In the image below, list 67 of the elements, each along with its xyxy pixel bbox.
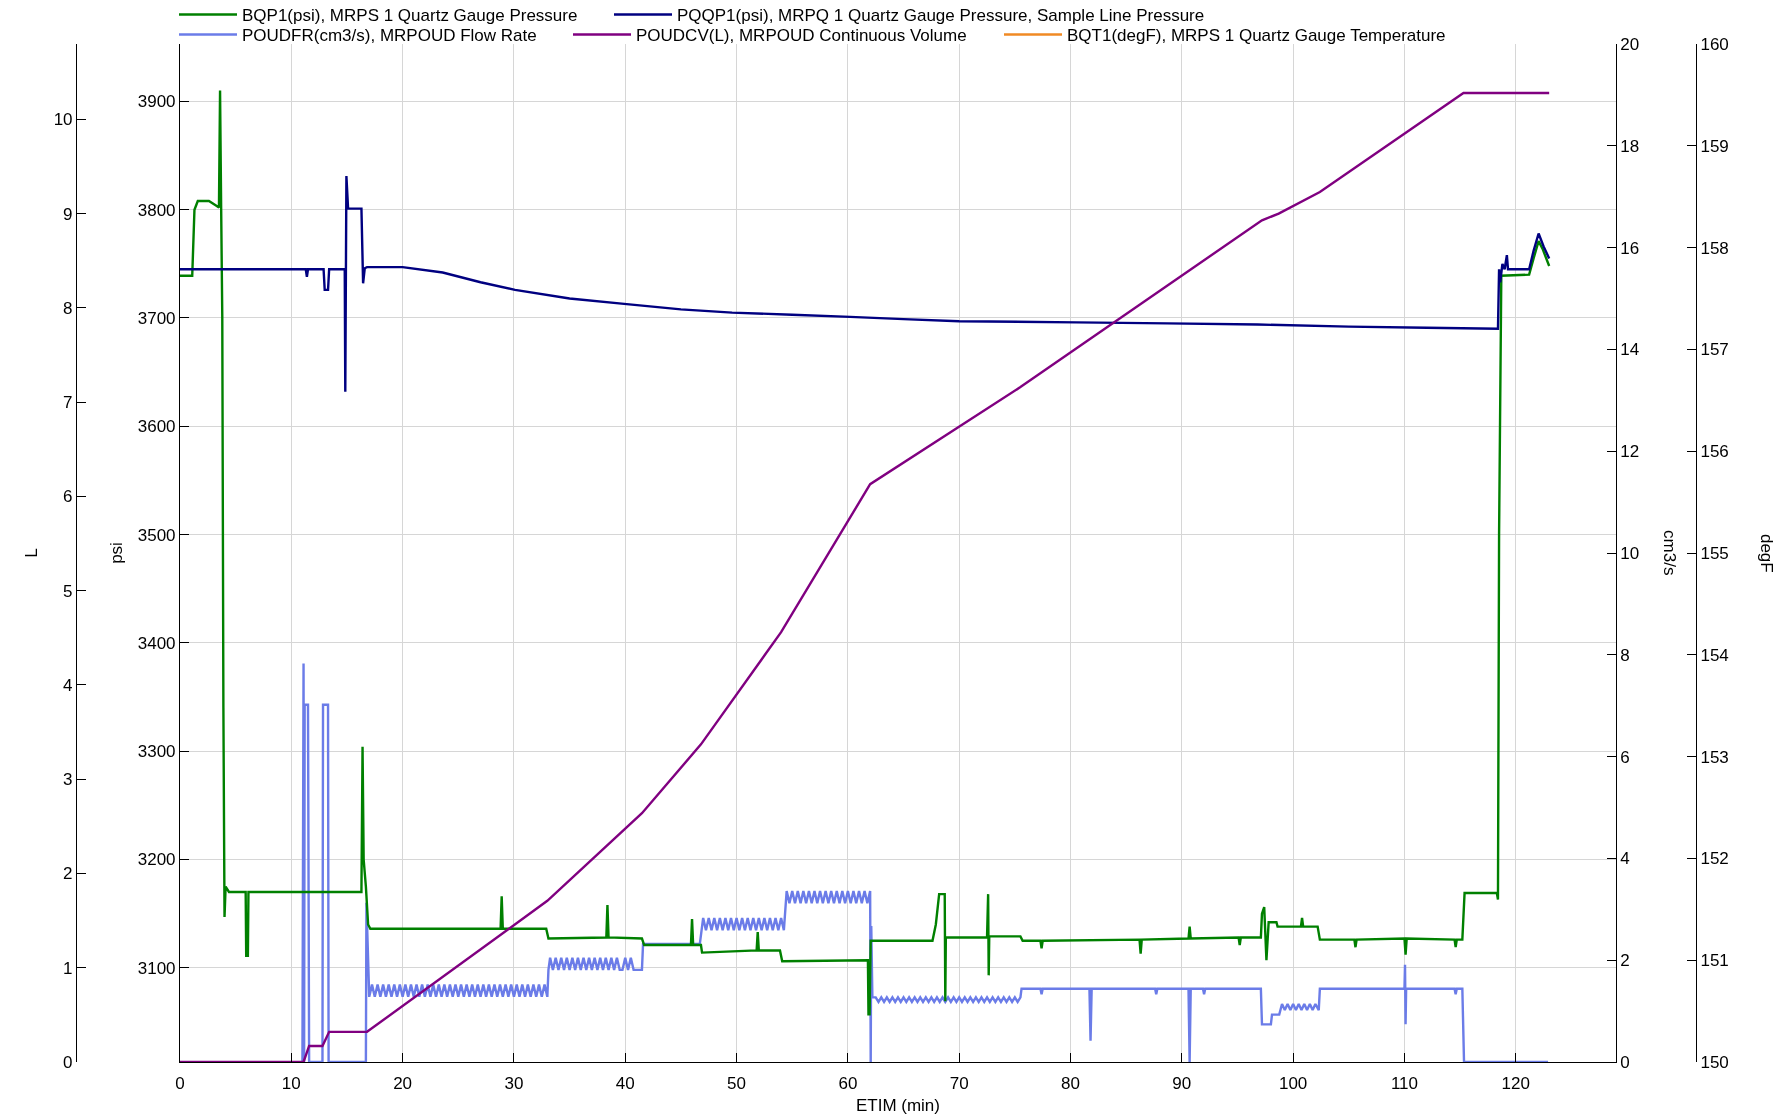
x-tick-label: 40: [615, 1074, 635, 1094]
x-axis-title: ETIM (min): [855, 1095, 940, 1115]
y-tick-label: 3700: [137, 308, 176, 328]
line-series: [301, 662, 1550, 1062]
y2-tick-label: 10: [1620, 543, 1640, 563]
legend-label: BQP1(psi), MRPS 1 Quartz Gauge Pressure: [242, 6, 578, 26]
y-axis-title: psi: [107, 542, 127, 564]
text: 159: [1700, 136, 1729, 156]
y-tick-label: 3200: [137, 850, 176, 870]
y3-tick-label: 10: [53, 110, 73, 130]
y2-tick-label: 0: [1620, 1052, 1630, 1072]
y3-tick-label: 1: [63, 958, 73, 978]
y3-tick-label: 0: [63, 1052, 73, 1072]
y2-tick-label: 4: [1620, 849, 1630, 869]
y2-tick-label: 2: [1620, 951, 1630, 971]
y2-tick-label: 16: [1620, 238, 1640, 258]
x-tick-label: 80: [1061, 1074, 1080, 1094]
x-tick-label: 50: [727, 1074, 747, 1094]
x-tick-label: 10: [281, 1074, 301, 1094]
text: 160: [1700, 34, 1729, 54]
y2-tick-label: 12: [1620, 442, 1640, 462]
text: 155: [1700, 543, 1729, 563]
y-tick-label: 3800: [137, 200, 176, 220]
y-tick-label: 3100: [137, 958, 176, 978]
y-tick-label: 3600: [137, 417, 176, 437]
y-tick-label: 3400: [137, 633, 176, 653]
y-tick-label: 3500: [137, 525, 176, 545]
y2-tick-label: 18: [1620, 136, 1640, 156]
y3-tick-label: 8: [63, 298, 73, 318]
line-series: [179, 174, 1551, 393]
legend-label: PQQP1(psi), MRPQ 1 Quartz Gauge Pressure, Sample Line Pressure: [677, 6, 1205, 26]
x-tick-label: 0: [175, 1074, 185, 1094]
y3-tick-label: 9: [63, 204, 73, 224]
text: 151: [1700, 951, 1729, 971]
x-tick-label: 20: [393, 1074, 413, 1094]
y3-tick-label: 5: [63, 581, 73, 601]
text: 154: [1700, 645, 1729, 665]
y3-tick-label: 2: [63, 864, 73, 884]
x-tick-label: 120: [1501, 1074, 1530, 1094]
y2-tick-label: 8: [1620, 645, 1630, 665]
text: degF: [1757, 533, 1777, 573]
legend-label: POUDFR(cm3/s), MRPOUD Flow Rate: [242, 26, 537, 46]
x-tick-label: 30: [504, 1074, 524, 1094]
y3-tick-label: 3: [63, 770, 73, 790]
legend-label: POUDCV(L), MRPOUD Continuous Volume: [636, 26, 967, 46]
y2-tick-label: 6: [1620, 747, 1630, 767]
text: 152: [1700, 849, 1729, 869]
y2-axis-title: cm3/s: [1659, 530, 1679, 576]
text: 153: [1700, 747, 1729, 767]
y2-tick-label: 20: [1620, 34, 1640, 54]
text: 150: [1700, 1052, 1729, 1072]
text: 158: [1700, 238, 1729, 258]
y2-tick-label: 14: [1620, 340, 1640, 360]
x-tick-label: 100: [1278, 1074, 1308, 1094]
y3-axis-title: L: [22, 548, 42, 558]
y-tick-label: 3300: [137, 742, 176, 762]
legend-label: BQT1(degF), MRPS 1 Quartz Gauge Temperature: [1067, 26, 1446, 46]
x-tick-label: 110: [1390, 1074, 1419, 1094]
text: 156: [1700, 442, 1729, 462]
x-tick-label: 70: [949, 1074, 969, 1094]
y3-tick-label: 6: [63, 487, 73, 507]
text: 157: [1700, 340, 1729, 360]
y-tick-label: 3900: [137, 92, 176, 112]
y3-tick-label: 4: [63, 675, 73, 695]
x-tick-label: 90: [1172, 1074, 1192, 1094]
x-tick-label: 60: [838, 1074, 858, 1094]
y3-tick-label: 7: [63, 393, 73, 413]
